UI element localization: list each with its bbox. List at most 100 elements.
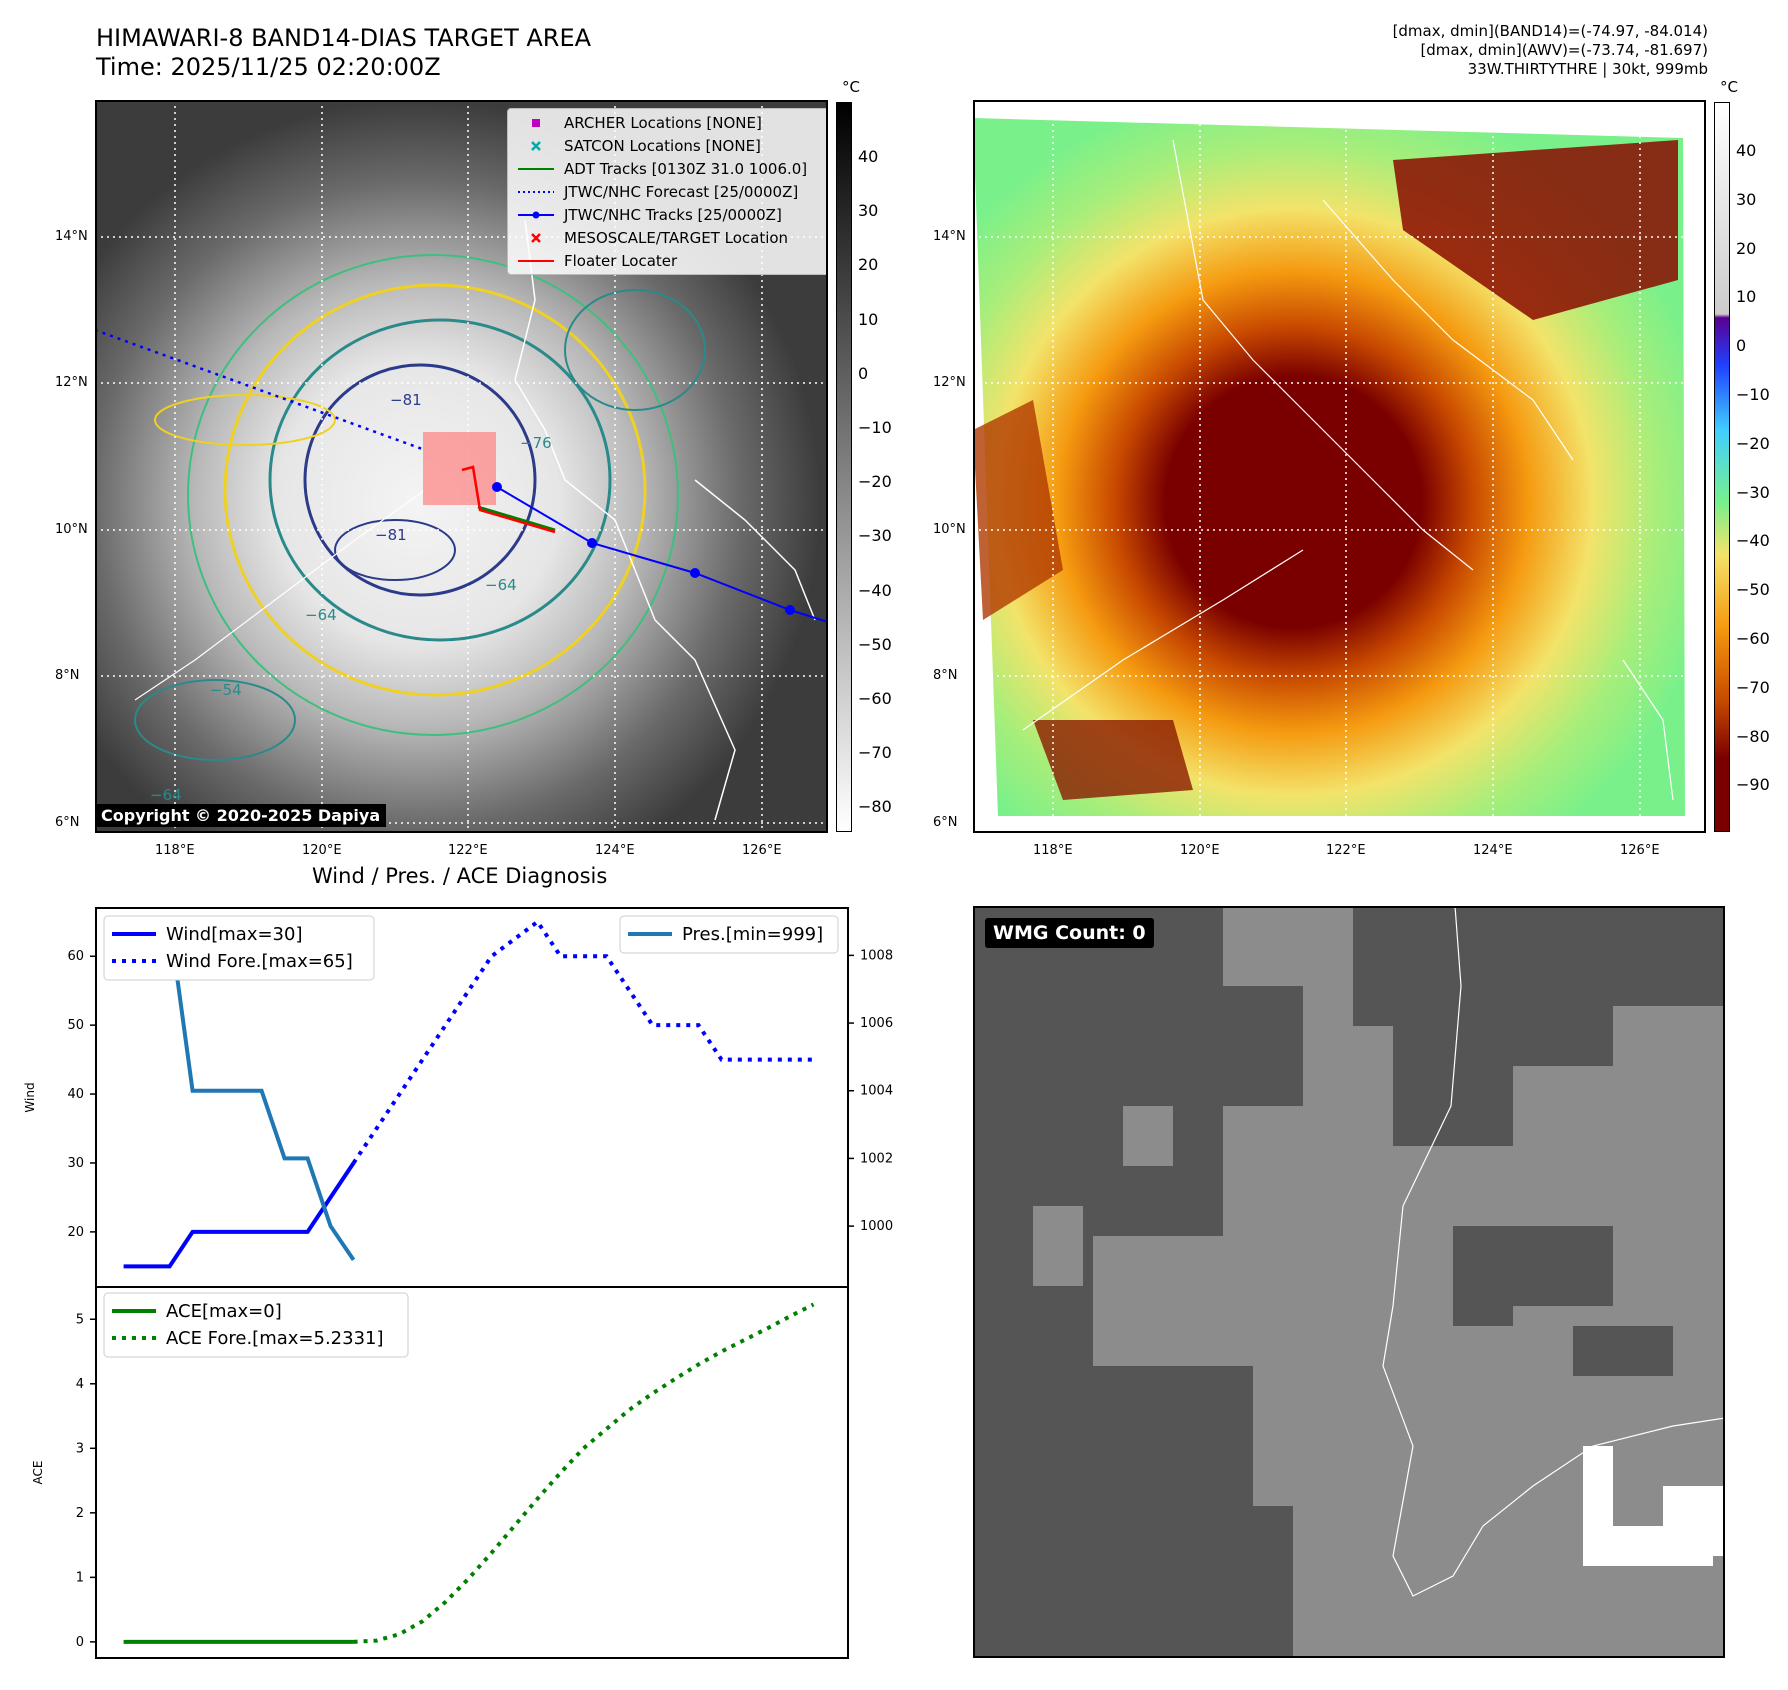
lat-tick-label: 12°N [933, 375, 966, 390]
colorbar-tick: −10 [1736, 385, 1770, 404]
legend-swatch [518, 190, 554, 193]
lon-tick-label: 126°E [1620, 843, 1660, 858]
lat-tick-label: 10°N [55, 522, 88, 537]
info-line-2: [dmax, dmin](AWV)=(-73.74, -81.697) [1420, 41, 1708, 59]
y-right-tick-label: 1002 [860, 1151, 893, 1166]
lon-tick-label: 120°E [302, 843, 342, 858]
legend-item: MESOSCALE/TARGET Location [514, 226, 824, 249]
lon-tick-label: 126°E [742, 843, 782, 858]
y-tick-label: 5 [76, 1312, 84, 1327]
y-tick-label: 3 [76, 1441, 84, 1456]
y-axis-label: ACE [31, 1461, 45, 1485]
colorbar-tick: −20 [1736, 433, 1770, 453]
bottom-plot-frame [95, 1286, 849, 1659]
wmg-frame [973, 906, 1725, 1658]
series-line [353, 1302, 815, 1644]
colorbar-tick: −50 [1736, 580, 1770, 600]
lat-tick-label: 8°N [55, 668, 80, 683]
legend-item: ADT Tracks [0130Z 31.0 1006.0] [514, 157, 824, 180]
y-tick-label: 2 [76, 1506, 84, 1521]
figure-title: HIMAWARI-8 BAND14-DIAS TARGET AREA Time:… [96, 24, 591, 82]
lat-tick-label: 14°N [55, 229, 88, 244]
colorbar-tick: −90 [1736, 775, 1770, 795]
ir-colorbar [836, 102, 852, 832]
y-axis-label: Wind [23, 1082, 37, 1112]
legend-label: ACE Fore.[max=5.2331] [166, 1328, 384, 1349]
legend-label: JTWC/NHC Forecast [25/0000Z] [564, 182, 799, 201]
lat-tick-label: 6°N [933, 815, 958, 830]
colorbar-tick: −70 [1736, 677, 1770, 697]
y-tick-label: 40 [67, 1087, 84, 1102]
lon-tick-label: 122°E [448, 843, 488, 858]
lon-tick-label: 124°E [1473, 843, 1513, 858]
colorbar-tick: −60 [858, 689, 892, 708]
contour-label: −64 [305, 606, 337, 624]
wmg-panel: WMG Count: 0 [973, 906, 1725, 1658]
colorbar-tick: −30 [1736, 482, 1770, 502]
colorbar-tick: −80 [1736, 726, 1770, 746]
colorbar-tick: 10 [1736, 287, 1757, 307]
contour-label: −64 [150, 786, 182, 804]
lon-tick-label: 120°E [1180, 843, 1220, 858]
wmg-count-label: WMG Count: 0 [985, 918, 1154, 948]
lat-tick-label: 6°N [55, 815, 80, 830]
y-right-tick-label: 1000 [860, 1219, 893, 1234]
legend-label: JTWC/NHC Tracks [25/0000Z] [564, 205, 782, 224]
colorbar-tick: 40 [858, 147, 879, 166]
lon-tick-label: 124°E [595, 843, 635, 858]
legend-item: JTWC/NHC Forecast [25/0000Z] [514, 180, 824, 203]
legend-swatch [532, 118, 540, 127]
lon-tick-label: 118°E [155, 843, 195, 858]
colorbar-tick: −40 [1736, 531, 1770, 551]
diagnosis-chart: 203040506010001002100410061008WindPressu… [23, 907, 893, 1659]
color-colorbar [1714, 102, 1730, 832]
legend-label: Floater Locater [564, 251, 678, 270]
legend-label: MESOSCALE/TARGET Location [564, 228, 789, 247]
colorbar-tick: −30 [858, 526, 892, 546]
y-tick-label: 60 [67, 949, 84, 964]
legend-label: ARCHER Locations [NONE] [564, 113, 762, 132]
y-tick-label: 20 [67, 1225, 84, 1240]
legend-swatch [518, 211, 554, 218]
series-line [351, 918, 814, 1165]
chart-legend [103, 1292, 409, 1358]
contour-label: −81 [375, 526, 407, 544]
color-colorbar-unit: °C [1720, 78, 1738, 96]
colorbar-tick: −70 [858, 743, 892, 763]
lon-tick-label: 118°E [1033, 843, 1073, 858]
legend-label: Pres.[min=999] [682, 924, 823, 945]
colorbar-tick: 30 [1736, 189, 1757, 209]
colorbar-tick: −10 [858, 418, 892, 437]
contour-label: −64 [485, 576, 517, 594]
contour-label: −81 [390, 391, 422, 409]
lat-tick-label: 12°N [55, 375, 88, 390]
legend-swatch [518, 259, 554, 262]
legend-label: SATCON Locations [NONE] [564, 136, 761, 155]
chart-legend [619, 915, 839, 954]
colorbar-tick: 0 [1736, 336, 1747, 356]
legend-swatch [518, 167, 554, 170]
contour-label: −54 [210, 681, 242, 699]
lat-tick-label: 14°N [933, 229, 966, 244]
colorbar-tick: 30 [858, 201, 879, 221]
color-map-frame [973, 100, 1706, 833]
y-tick-label: 1 [76, 1570, 84, 1585]
color-map-image [973, 100, 1706, 833]
series-line [146, 919, 356, 1262]
colorbar-tick: 0 [858, 363, 869, 383]
info-line-1: [dmax, dmin](BAND14)=(-74.97, -84.014) [1392, 22, 1708, 40]
wmg-image [973, 906, 1725, 1658]
y-tick-label: 50 [67, 1018, 84, 1033]
y-right-tick-label: 1004 [860, 1084, 893, 1099]
colorbar-tick: 10 [858, 309, 879, 329]
legend-label: Wind[max=30] [166, 924, 303, 945]
colorbar-tick: −20 [858, 472, 892, 492]
copyright-badge: Copyright © 2020-2025 Dapiya [95, 804, 387, 827]
colorbar-tick: −60 [1736, 629, 1770, 648]
y-tick-label: 0 [76, 1635, 84, 1650]
legend-label: ADT Tracks [0130Z 31.0 1006.0] [564, 159, 808, 178]
contour-label: −76 [520, 434, 552, 452]
legend-swatch [531, 232, 541, 243]
colorbar-tick: 20 [858, 255, 879, 275]
diagnosis-title: Wind / Pres. / ACE Diagnosis [312, 864, 608, 888]
